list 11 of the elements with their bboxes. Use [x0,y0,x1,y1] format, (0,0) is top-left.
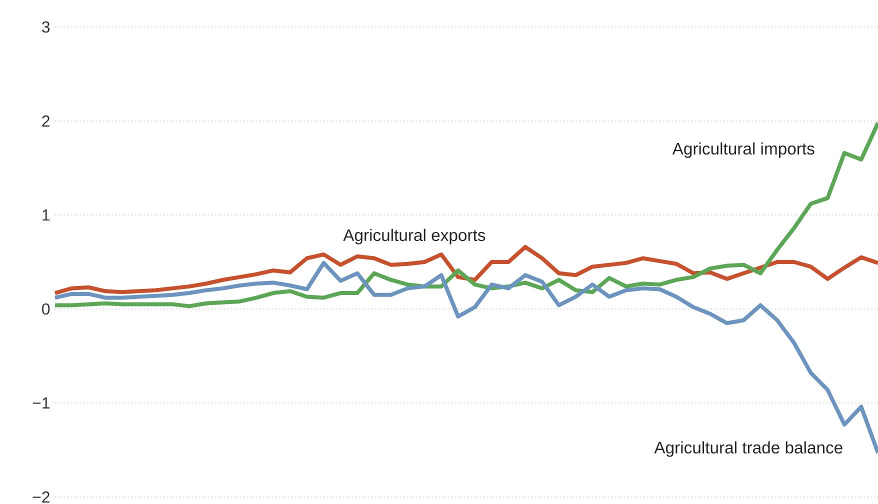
series-label: Agricultural imports [672,142,814,158]
y-tick-label: −2 [32,491,50,503]
y-tick-label: −1 [32,398,50,409]
series-label: Agricultural trade balance [654,441,842,457]
series-label: Agricultural exports [343,228,486,244]
line-series [53,260,878,455]
y-tick-label: 0 [42,303,50,315]
y-tick-label: 3 [42,21,50,33]
y-tick-label: 2 [42,115,50,127]
line-series [53,244,878,296]
y-tick-label: 1 [42,210,50,221]
